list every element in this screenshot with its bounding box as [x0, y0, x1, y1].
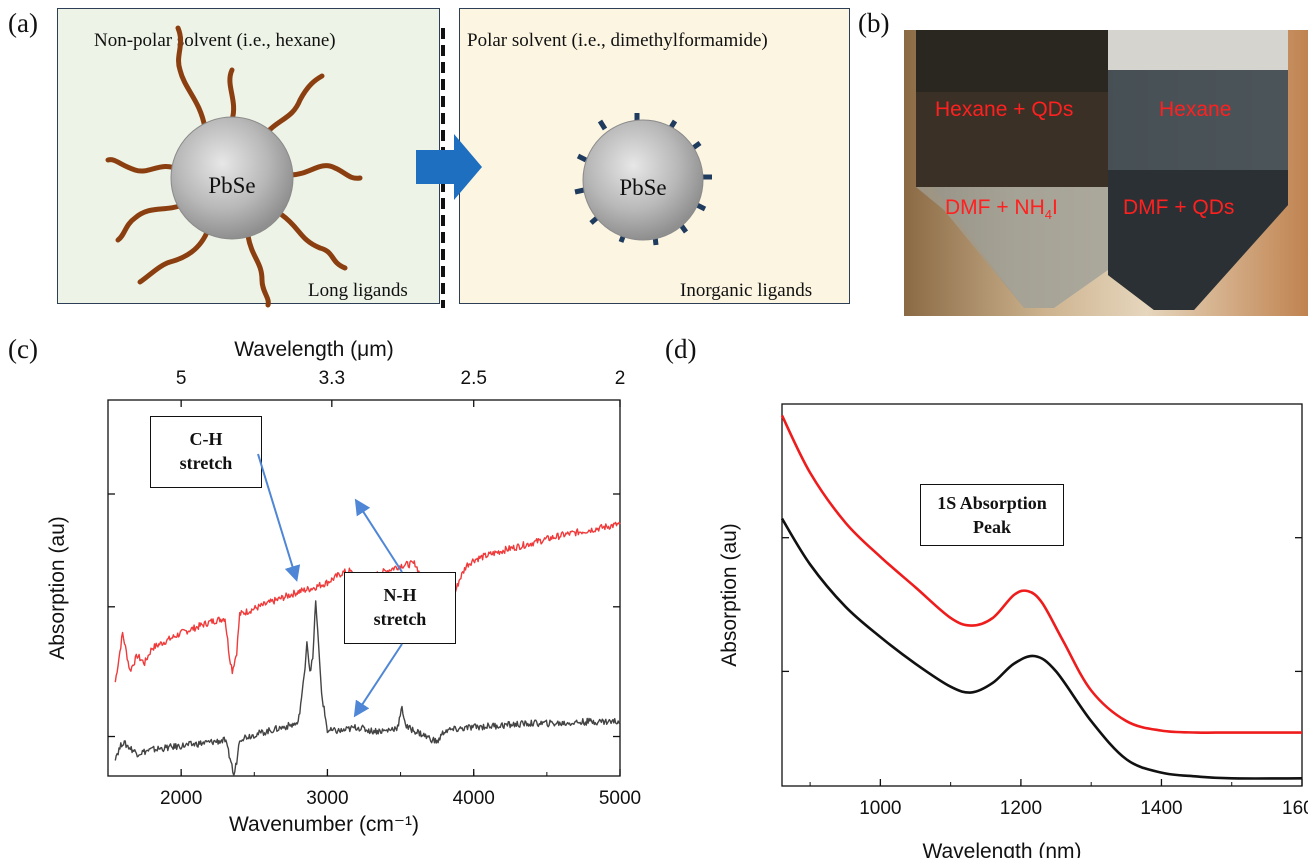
x-tick-label: 1400: [1140, 798, 1182, 819]
nh-arrow-up: [354, 498, 403, 573]
x-tick-label: 3000: [306, 788, 348, 809]
y-axis-label: Absorption (au): [46, 516, 69, 660]
x-tick-label: 5000: [599, 788, 641, 809]
long-ligand-chains: [105, 25, 363, 308]
series-line-0: [780, 414, 1302, 734]
nh-arrow-down: [353, 643, 403, 718]
long-ligands-caption: Long ligands: [308, 280, 408, 301]
photo-label-hexane-qds: Hexane + QDs: [935, 98, 1074, 121]
inorganic-ligand-ticks: [574, 113, 712, 246]
pbse-core-right-label: PbSe: [619, 175, 666, 200]
series-line-1: [780, 517, 1303, 780]
panel-c-letter: (c): [8, 334, 38, 364]
1s-peak-callout: 1S Absorption Peak: [920, 484, 1064, 546]
x2-tick-label: 5: [176, 368, 187, 389]
x-axis-label: Wavelength (nm): [922, 840, 1081, 858]
exchange-arrow: [416, 134, 482, 200]
photo-label-hexane: Hexane: [1159, 98, 1232, 121]
photo-label-dmf-nh4i: DMF + NH4I: [945, 196, 1058, 223]
x-tick-label: 2000: [160, 788, 202, 809]
x-tick-label: 1600: [1282, 798, 1308, 819]
plot-frame: [107, 399, 621, 777]
y-axis-label: Absorption (au): [718, 523, 741, 667]
photo-label-dmf-qds: DMF + QDs: [1123, 196, 1235, 219]
x2-axis-label: Wavelength (μm): [234, 338, 394, 361]
panel-d-letter: (d): [665, 334, 697, 364]
absorption-chart: 1000 1200 1400 1600 Wavelength (nm) Absorptio…: [718, 403, 1308, 858]
vial-photo: [904, 30, 1308, 316]
x-tick-label: 1000: [859, 798, 901, 819]
pbse-core-left-label: PbSe: [208, 173, 255, 198]
pbse-core-right: [582, 119, 704, 241]
callout-arrows: [257, 453, 403, 718]
x-axis-label: Wavenumber (cm⁻¹): [229, 813, 419, 836]
ch-stretch-callout: C-H stretch: [150, 416, 262, 488]
x-tick-label: 1200: [1000, 798, 1042, 819]
nh-stretch-callout: N-H stretch: [344, 572, 456, 644]
x2-tick-label: 2: [615, 368, 626, 389]
nonpolar-solvent-title: Non-polar solvent (i.e., hexane): [94, 30, 336, 51]
panel-b-letter: (b): [858, 8, 890, 38]
polar-solvent-title: Polar solvent (i.e., dimethylformamide): [467, 30, 768, 51]
x2-tick-label: 3.3: [319, 368, 345, 389]
pbse-core-left: [170, 116, 294, 240]
inorganic-ligands-caption: Inorganic ligands: [680, 280, 813, 301]
x2-tick-label: 2.5: [461, 368, 487, 389]
series-line-1: [114, 600, 621, 777]
x-tick-label: 4000: [453, 788, 495, 809]
ftir-chart: 2000 3000 4000 5000 5 3.3 2.5 2 Wavelength (μm) W…: [46, 338, 641, 836]
ch-arrow: [257, 453, 301, 582]
plot-frame: [781, 403, 1303, 787]
panel-a-letter: (a): [8, 8, 38, 38]
ligand-exchange-diagram: PbSe PbSe: [105, 25, 712, 308]
